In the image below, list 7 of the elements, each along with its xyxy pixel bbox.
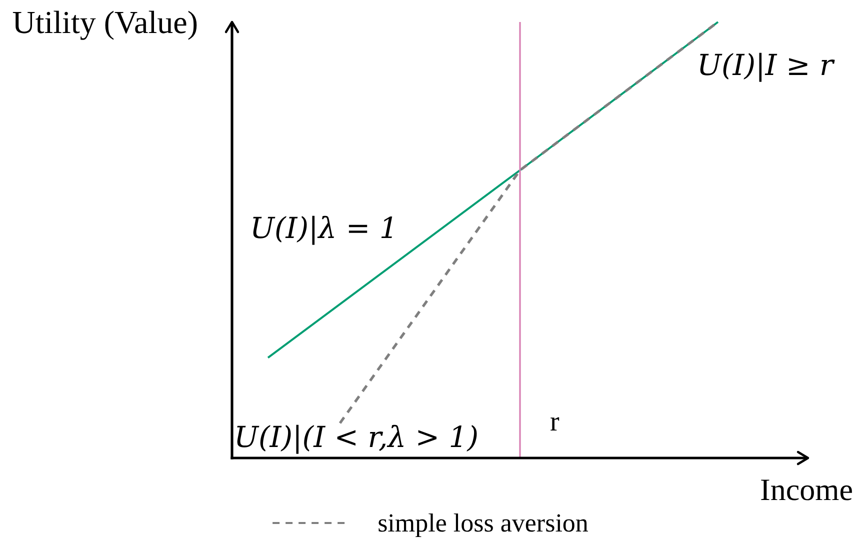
annotation: U(I)|(I < r,λ > 1) bbox=[234, 420, 479, 454]
legend-label: simple loss aversion bbox=[378, 508, 588, 538]
x-axis-title: Income bbox=[760, 472, 853, 507]
y-axis-title: Utility (Value) bbox=[12, 4, 198, 40]
annotation: r bbox=[550, 406, 560, 438]
annotation: U(I)|I ≥ r bbox=[697, 48, 836, 82]
annotation: U(I)|λ = 1 bbox=[250, 211, 398, 245]
